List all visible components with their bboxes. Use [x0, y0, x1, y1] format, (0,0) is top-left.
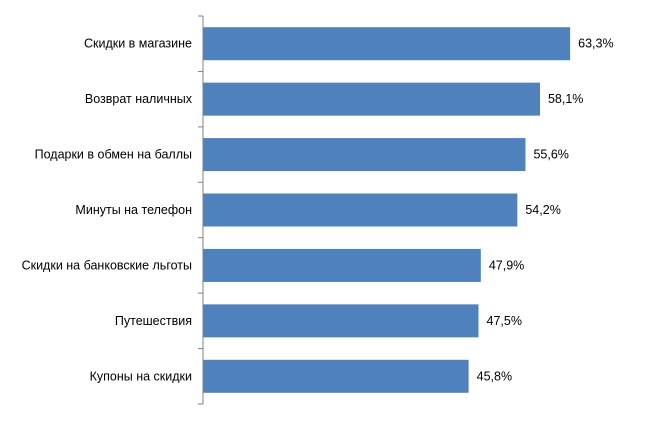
value-label: 47,9%	[489, 258, 524, 272]
bars	[203, 27, 571, 393]
category-label: Возврат наличных	[85, 92, 193, 106]
category-label: Подарки в обмен на баллы	[35, 148, 192, 162]
value-label: 63,3%	[578, 37, 613, 51]
category-axis	[198, 15, 204, 405]
value-label: 58,1%	[548, 92, 583, 106]
category-label: Скидки на банковские льготы	[22, 258, 192, 272]
bar-7	[203, 359, 469, 393]
value-labels: 63,3% 58,1% 55,6% 54,2% 47,9% 47,5% 45,8%	[477, 37, 614, 384]
bar-2	[203, 82, 540, 116]
value-label: 45,8%	[477, 369, 512, 383]
bar-3	[203, 138, 526, 172]
bar-4	[203, 193, 518, 227]
category-label: Купоны на скидки	[90, 369, 192, 383]
category-labels: Скидки в магазине Возврат наличных Подарки…	[22, 37, 193, 384]
bar-6	[203, 304, 479, 338]
value-label: 55,6%	[533, 148, 568, 162]
bar-1	[203, 27, 571, 61]
value-label: 54,2%	[525, 203, 560, 217]
category-label: Минуты на телефон	[75, 203, 192, 217]
category-label: Путешествия	[115, 314, 192, 328]
bar-5	[203, 248, 481, 282]
value-label: 47,5%	[487, 314, 522, 328]
category-label: Скидки в магазине	[84, 37, 192, 51]
